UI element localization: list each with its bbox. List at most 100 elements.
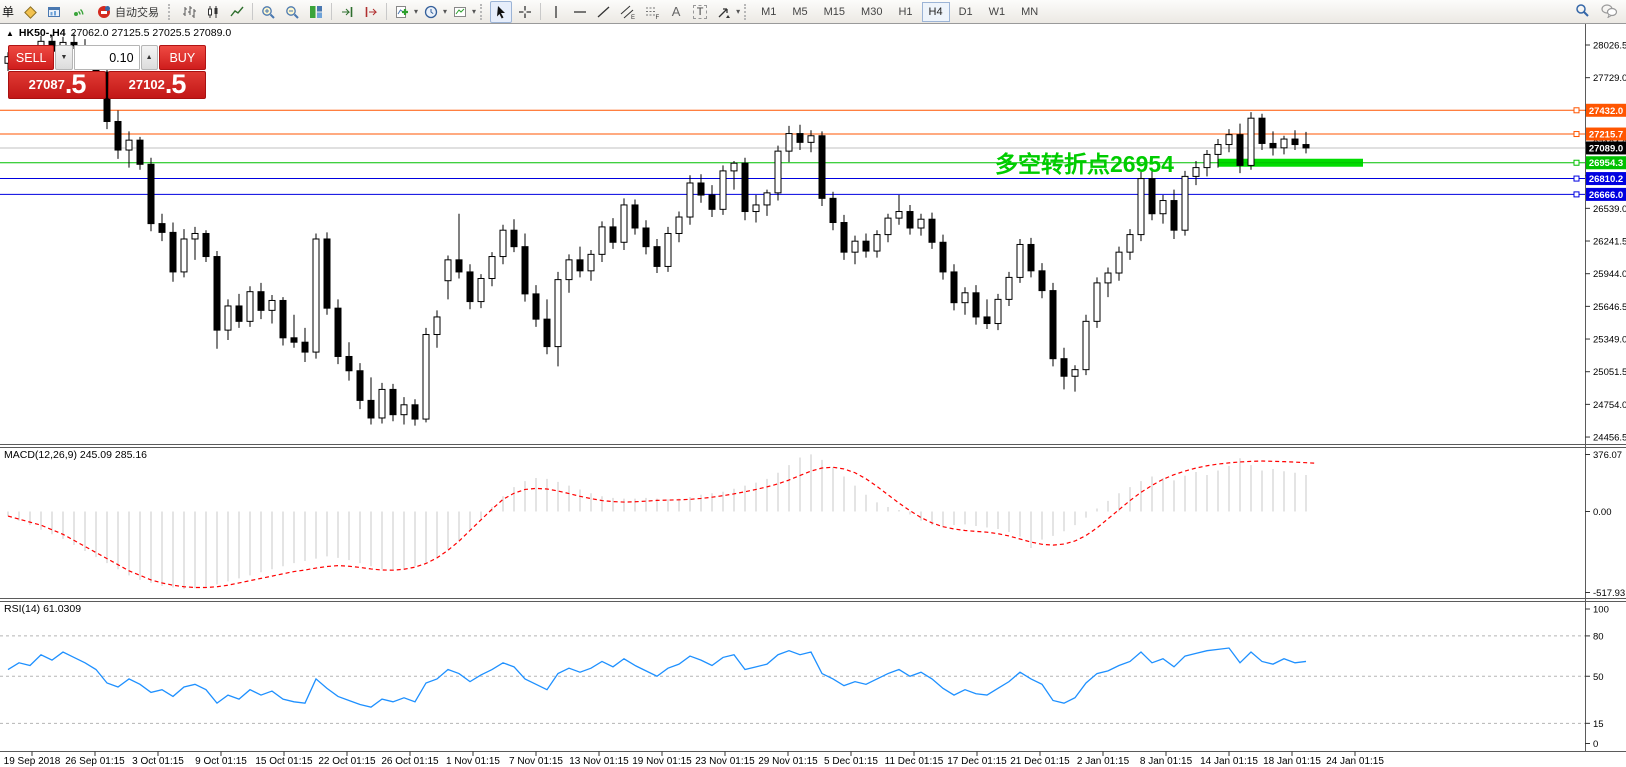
candlestick-chart-type-icon[interactable] (202, 1, 224, 23)
macd-signal-line (7, 460, 1318, 589)
bull-candle (312, 238, 320, 353)
price-axis[interactable]: 28026.527729.027431.527134.026836.526539… (1585, 41, 1626, 444)
level-badge-label: 27432.0 (1589, 106, 1623, 117)
svg-text:F: F (656, 15, 660, 20)
time-tick-label: 7 Nov 01:15 (509, 756, 563, 767)
bear-candle (1236, 134, 1244, 166)
time-tick-label: 18 Jan 01:15 (1263, 756, 1321, 767)
level-line-handle[interactable] (1573, 191, 1580, 198)
crosshair-tool-icon[interactable] (514, 1, 536, 23)
sell-price-display[interactable]: 27087.5 (8, 71, 106, 99)
add-indicator-caret-icon[interactable]: ▾ (414, 7, 419, 16)
market-watch-window-icon[interactable] (43, 1, 65, 23)
time-axis[interactable]: 19 Sep 2018 26 Sep 01:15 3 Oct 01:15 9 Oct … (4, 751, 1385, 767)
bull-candle (246, 291, 254, 322)
tab-m15[interactable]: M15 (823, 5, 846, 18)
menu-fragment[interactable]: 单 (2, 5, 15, 19)
time-tick-label: 17 Dec 01:15 (947, 756, 1007, 767)
bar-chart-type-icon[interactable] (178, 1, 200, 23)
time-tick-label: 8 Jan 01:15 (1140, 756, 1193, 767)
fibonacci-tool-icon[interactable]: F (641, 1, 663, 23)
tab-m1[interactable]: M1 (761, 5, 777, 18)
arrows-tool-icon[interactable] (713, 1, 735, 23)
volume-input[interactable] (73, 45, 140, 70)
bear-candle (653, 246, 661, 267)
search-icon[interactable] (1574, 2, 1590, 21)
tab-h1[interactable]: H1 (898, 5, 913, 18)
level-line-handle[interactable] (1573, 175, 1580, 182)
bull-candle (994, 298, 1002, 325)
vertical-line-tool-icon[interactable] (545, 1, 567, 23)
add-indicator-icon[interactable] (391, 1, 413, 23)
level-line-handle[interactable] (1573, 107, 1580, 114)
autotrade-button[interactable]: 自动交易 (91, 1, 164, 23)
bull-candle (422, 334, 430, 420)
sell-button[interactable]: SELL (8, 45, 55, 70)
time-tick-label: 13 Nov 01:15 (569, 756, 629, 767)
chart-shift-icon[interactable] (360, 1, 382, 23)
buy-button[interactable]: BUY (158, 45, 206, 70)
time-tick-label: 3 Oct 01:15 (132, 756, 184, 767)
tab-h4[interactable]: H4 (921, 1, 950, 22)
bull-candle (895, 211, 903, 219)
bull-candle (1192, 167, 1200, 177)
bear-candle (697, 182, 705, 196)
time-tick-label: 26 Oct 01:15 (381, 756, 439, 767)
bear-candle (356, 370, 364, 401)
new-order-icon[interactable] (19, 1, 41, 23)
bull-candle (807, 135, 815, 143)
bear-candle (642, 227, 650, 248)
text-tool-icon[interactable]: A (671, 4, 681, 19)
bull-candle (675, 216, 683, 234)
annotation-layer[interactable]: 多空转折点26954 (995, 151, 1174, 177)
bear-candle (466, 271, 474, 303)
time-tick-label: 21 Dec 01:15 (1010, 756, 1070, 767)
volume-up-button[interactable]: ▲ (140, 45, 158, 70)
price-levels-layer[interactable] (0, 107, 1585, 198)
arrows-caret-icon[interactable]: ▾ (736, 7, 741, 16)
zoom-in-icon[interactable] (257, 1, 279, 23)
trendline-tool-icon[interactable] (593, 1, 615, 23)
horizontal-line-tool-icon[interactable] (569, 1, 591, 23)
bull-candle (554, 279, 562, 348)
bull-candle (1181, 175, 1189, 231)
time-tick-label: 15 Oct 01:15 (255, 756, 313, 767)
bear-candle (147, 163, 155, 225)
macd-axis-label: 0.00 (1593, 507, 1612, 518)
level-badge (1586, 172, 1626, 186)
tab-m30[interactable]: M30 (861, 5, 883, 18)
tab-w1[interactable]: W1 (988, 5, 1006, 18)
bear-candle (741, 162, 749, 213)
volume-down-button[interactable]: ▼ (55, 45, 73, 70)
signal-icon[interactable] (67, 1, 89, 23)
chat-icon[interactable] (1600, 2, 1618, 21)
tab-d1[interactable]: D1 (958, 5, 973, 18)
buy-price-display[interactable]: 27102.5 (108, 71, 206, 99)
bear-candle (1038, 270, 1046, 292)
template-icon[interactable] (449, 1, 471, 23)
bull-candle (873, 234, 881, 252)
equidistant-channel-tool-icon[interactable]: E (617, 1, 639, 23)
tab-mn[interactable]: MN (1021, 5, 1039, 18)
cursor-tool-icon[interactable] (490, 0, 513, 23)
zoom-out-icon[interactable] (281, 1, 303, 23)
bull-candle (477, 278, 485, 303)
collapse-panel-icon[interactable]: ▲ (6, 28, 14, 38)
level-line-handle[interactable] (1573, 159, 1580, 166)
macd-label: MACD(12,26,9) 245.09 285.16 (4, 449, 147, 461)
tab-m5[interactable]: M5 (792, 5, 808, 18)
time-tick-label: 11 Dec 01:15 (885, 756, 944, 767)
bull-candle (961, 292, 969, 304)
tile-windows-icon[interactable] (305, 1, 327, 23)
text-label-tool-icon[interactable]: T (689, 1, 711, 23)
bull-candle (1280, 138, 1288, 149)
line-chart-type-icon[interactable] (226, 1, 248, 23)
template-caret-icon[interactable]: ▾ (472, 7, 477, 16)
auto-scroll-icon[interactable] (336, 1, 358, 23)
bear-candle (1027, 243, 1035, 272)
bear-candle (455, 259, 463, 273)
periods-clock-icon[interactable] (420, 1, 442, 23)
level-line-handle[interactable] (1573, 131, 1580, 138)
periods-caret-icon[interactable]: ▾ (443, 7, 448, 16)
